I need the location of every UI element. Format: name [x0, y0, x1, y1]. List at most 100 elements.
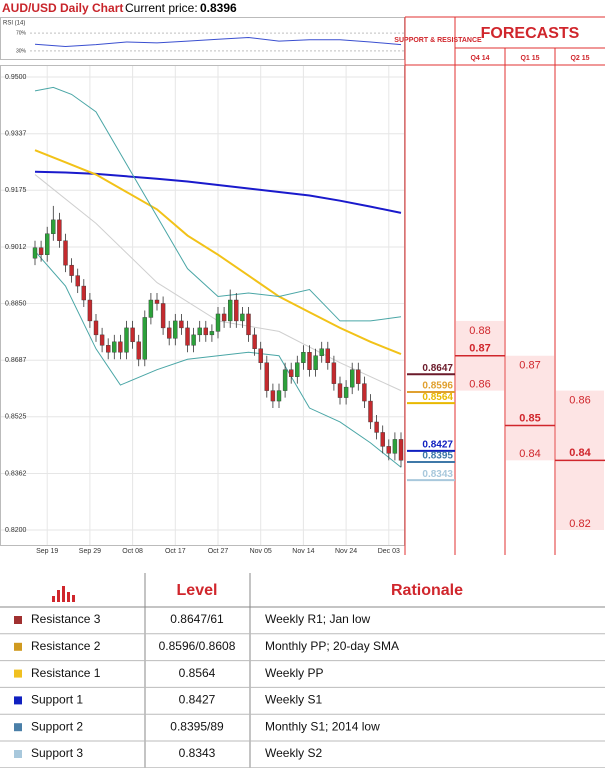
- y-tick-label: 0.8200: [5, 527, 27, 534]
- row-rationale: Weekly PP: [265, 666, 323, 680]
- row-swatch: [14, 642, 22, 651]
- x-tick-label: Dec 03: [378, 548, 400, 555]
- forecast-range: [506, 355, 554, 461]
- candle-body: [319, 348, 324, 356]
- y-tick-label: 0.9500: [5, 74, 27, 81]
- candle-body: [124, 327, 129, 353]
- candle-body: [282, 369, 288, 391]
- candle-body: [45, 233, 50, 255]
- table-header: Rationale: [391, 582, 463, 599]
- row-swatch: [14, 723, 22, 732]
- candle-body: [112, 341, 117, 353]
- sr-label: 0.8564: [422, 392, 453, 403]
- row-swatch: [14, 669, 22, 678]
- candle-body: [392, 439, 398, 454]
- row-name: Resistance 3: [31, 612, 101, 626]
- candle-body: [337, 383, 343, 398]
- candle-body: [179, 320, 184, 329]
- candle-body: [118, 341, 123, 353]
- candle-body: [38, 247, 44, 255]
- candle-body: [69, 264, 74, 276]
- y-tick-label: 0.8362: [5, 470, 27, 477]
- candle-body: [215, 313, 221, 332]
- candle-body: [270, 390, 276, 402]
- row-level: 0.8564: [179, 666, 216, 680]
- table-header: Level: [177, 582, 218, 599]
- forecasts-title: FORECASTS: [481, 25, 580, 42]
- x-tick-label: Nov 14: [292, 548, 314, 555]
- candle-body: [160, 303, 166, 329]
- table-frame: [0, 573, 605, 768]
- row-level: 0.8427: [179, 693, 216, 707]
- candle-body: [185, 327, 190, 346]
- candle-body: [313, 355, 318, 370]
- candle-body: [87, 299, 93, 322]
- y-tick-label: 0.8525: [5, 414, 27, 421]
- candle-body: [142, 317, 148, 360]
- candle-body: [301, 352, 306, 363]
- candle-body: [374, 421, 379, 433]
- sr-label: 0.8647: [422, 363, 453, 374]
- candle-body: [191, 334, 196, 346]
- row-level: 0.8596/0.8608: [159, 639, 236, 653]
- candle-body: [105, 345, 111, 353]
- candle-body: [398, 439, 404, 461]
- row-rationale: Weekly S1: [265, 693, 322, 707]
- candle-body: [276, 390, 282, 402]
- title: AUD/USD Daily Chart: [2, 1, 123, 15]
- candle-body: [362, 383, 367, 402]
- indicator-line: [34, 86, 402, 322]
- y-tick-label: 30%: [16, 48, 27, 54]
- candle-body: [331, 362, 337, 384]
- candle-body: [356, 369, 361, 384]
- candle-body: [350, 369, 355, 388]
- candle-body: [295, 362, 300, 377]
- row-level: 0.8343: [179, 746, 216, 760]
- candle-body: [57, 219, 62, 241]
- candle-body: [93, 320, 99, 336]
- table-icon: [52, 586, 75, 602]
- candle-body: [166, 327, 172, 339]
- candle-body: [264, 362, 269, 391]
- forecast-high: 0.86: [569, 395, 590, 407]
- candle-body: [209, 331, 215, 336]
- row-name: Resistance 1: [31, 666, 101, 680]
- candle-body: [197, 327, 202, 336]
- y-tick-label: 0.8850: [5, 300, 27, 307]
- candle-body: [246, 313, 251, 336]
- candle-body: [258, 348, 263, 363]
- sr-label: 0.8427: [422, 440, 453, 451]
- forecast-low: 0.82: [569, 518, 590, 530]
- candle-body: [75, 275, 80, 287]
- x-tick-label: Nov 24: [335, 548, 357, 555]
- candle-body: [325, 348, 330, 363]
- candle-body: [386, 446, 391, 454]
- forecast-median-label: 0.87: [469, 343, 490, 355]
- row-rationale: Weekly R1; Jan low: [265, 612, 370, 626]
- sr-label: 0.8596: [422, 381, 453, 392]
- column-label: Q1 15: [520, 55, 539, 62]
- candle-body: [203, 327, 209, 336]
- price: 0.8396: [200, 1, 237, 15]
- indicator-line: [34, 149, 402, 355]
- candle-body: [148, 299, 154, 318]
- row-rationale: Monthly PP; 20-day SMA: [265, 639, 399, 653]
- forecast-high: 0.87: [519, 360, 540, 372]
- candle-body: [227, 299, 233, 322]
- forecast-low: 0.84: [519, 448, 540, 460]
- candle-body: [307, 352, 312, 370]
- y-tick-label: 0.8687: [5, 357, 27, 364]
- candle-body: [380, 432, 385, 447]
- candle-body: [252, 334, 257, 349]
- column-label: Q2 15: [570, 55, 589, 62]
- forecast-median-label: 0.85: [519, 412, 540, 424]
- x-tick-label: Sep 29: [79, 548, 101, 555]
- rsi-title: RSI (14): [3, 21, 25, 27]
- candle-body: [154, 299, 160, 304]
- y-tick-label: 0.9012: [5, 244, 27, 251]
- row-rationale: Weekly S2: [265, 746, 322, 760]
- candle-body: [51, 219, 56, 234]
- candle-body: [32, 247, 38, 259]
